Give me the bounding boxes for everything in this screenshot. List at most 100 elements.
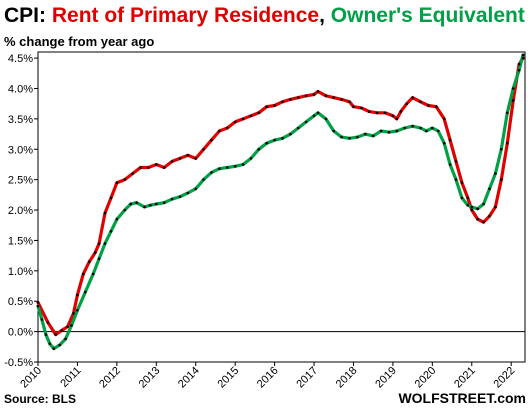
series-point-rent bbox=[360, 106, 363, 110]
series-point-rent bbox=[405, 102, 409, 105]
series-point-oer bbox=[76, 309, 79, 312]
series-point-oer bbox=[356, 135, 359, 139]
series-point-oer bbox=[379, 129, 383, 133]
series-point-rent bbox=[202, 148, 205, 151]
x-axis-ticks: 2010 2011 2012 2013 2014 2015 2016 2017 2018 2019… bbox=[18, 362, 517, 390]
series-point-rent bbox=[391, 114, 395, 118]
series-point-oer bbox=[103, 242, 107, 245]
y-tick-label: 3.0% bbox=[8, 144, 33, 156]
series-point-oer bbox=[387, 130, 391, 134]
chart-title-part: , bbox=[319, 4, 331, 27]
series-point-oer bbox=[186, 191, 190, 195]
series-point-oer bbox=[395, 129, 399, 133]
series-point-oer bbox=[149, 203, 152, 207]
series-point-oer bbox=[521, 53, 525, 57]
series-point-rent bbox=[383, 111, 387, 115]
series-point-oer bbox=[289, 132, 292, 136]
series-point-oer bbox=[419, 126, 422, 130]
series-point-oer bbox=[332, 129, 336, 133]
x-tick-label: 2019 bbox=[373, 365, 399, 391]
y-tick-label: 0.0% bbox=[8, 327, 33, 339]
series-point-rent bbox=[304, 94, 308, 98]
series-point-oer bbox=[482, 202, 485, 206]
series-point-oer bbox=[155, 202, 158, 206]
series-point-oer bbox=[178, 195, 182, 198]
series-point-rent bbox=[115, 181, 119, 184]
series-point-oer bbox=[340, 135, 343, 139]
series-point-rent bbox=[352, 105, 355, 108]
x-tick-label: 2011 bbox=[58, 365, 83, 390]
x-tick-label: 2013 bbox=[137, 365, 163, 391]
series-point-rent bbox=[488, 214, 491, 218]
series-point-rent bbox=[66, 325, 69, 329]
series-point-oer bbox=[511, 87, 515, 90]
series-point-rent bbox=[257, 111, 261, 115]
series-point-oer bbox=[170, 197, 174, 201]
series-point-rent bbox=[131, 172, 134, 175]
x-tick-label: 2017 bbox=[294, 365, 320, 391]
series-point-oer bbox=[460, 196, 464, 200]
series-point-oer bbox=[316, 111, 320, 115]
series-point-rent bbox=[348, 100, 351, 104]
series-point-oer bbox=[436, 129, 440, 133]
series-point-oer bbox=[411, 124, 414, 128]
series-point-rent bbox=[460, 181, 464, 184]
chart-subtitle: % change from year ago bbox=[4, 34, 154, 49]
series-layer bbox=[36, 53, 525, 351]
series-point-oer bbox=[129, 202, 132, 206]
series-point-oer bbox=[506, 111, 509, 115]
series-point-rent bbox=[170, 160, 174, 163]
series-point-oer bbox=[249, 157, 253, 160]
series-point-rent bbox=[233, 120, 237, 124]
y-tick-label: 2.5% bbox=[8, 175, 33, 187]
series-point-rent bbox=[210, 138, 213, 142]
series-point-oer bbox=[210, 171, 213, 174]
series-point-rent bbox=[340, 98, 343, 101]
series-point-oer bbox=[500, 148, 503, 151]
series-point-oer bbox=[115, 217, 119, 221]
series-point-oer bbox=[64, 337, 67, 341]
series-point-rent bbox=[186, 154, 190, 157]
series-line-rent bbox=[36, 56, 525, 337]
series-point-rent bbox=[289, 98, 292, 101]
series-point-oer bbox=[304, 120, 308, 124]
series-point-rent bbox=[226, 126, 229, 130]
series-point-rent bbox=[103, 211, 107, 215]
series-point-rent bbox=[312, 93, 316, 96]
series-point-rent bbox=[88, 260, 91, 264]
plot-frame bbox=[37, 51, 526, 363]
series-point-rent bbox=[399, 110, 403, 113]
x-tick-label: 2016 bbox=[255, 365, 281, 391]
series-point-oer bbox=[97, 257, 101, 261]
series-point-rent bbox=[297, 96, 300, 99]
series-point-rent bbox=[60, 329, 63, 332]
series-point-oer bbox=[297, 126, 300, 130]
series-point-rent bbox=[76, 293, 79, 297]
series-point-oer bbox=[312, 114, 316, 118]
series-point-rent bbox=[123, 178, 127, 181]
y-tick-label: 3.5% bbox=[8, 114, 33, 126]
series-point-rent bbox=[36, 301, 40, 304]
series-point-oer bbox=[454, 178, 458, 181]
series-point-rent bbox=[470, 208, 474, 212]
series-point-oer bbox=[442, 141, 446, 145]
chart-title-part: Rent of Primary Residence bbox=[52, 4, 319, 27]
series-point-rent bbox=[494, 205, 497, 209]
series-point-rent bbox=[427, 104, 430, 107]
series-point-oer bbox=[91, 272, 95, 276]
chart-title-part: Owner's Equivalent of Rent bbox=[331, 4, 530, 27]
series-point-rent bbox=[482, 220, 485, 224]
series-point-oer bbox=[371, 134, 375, 138]
series-point-rent bbox=[139, 166, 142, 169]
source-label: Source: BLS bbox=[4, 392, 76, 406]
series-point-oer bbox=[44, 333, 48, 336]
series-point-rent bbox=[500, 178, 503, 181]
y-tick-label: 2.0% bbox=[8, 205, 33, 217]
series-point-rent bbox=[411, 96, 414, 99]
series-point-rent bbox=[454, 160, 458, 163]
series-point-oer bbox=[58, 343, 61, 347]
series-point-rent bbox=[367, 110, 371, 113]
x-tick-label: 2012 bbox=[97, 365, 123, 391]
series-point-rent bbox=[147, 166, 150, 169]
series-point-oer bbox=[40, 318, 44, 321]
